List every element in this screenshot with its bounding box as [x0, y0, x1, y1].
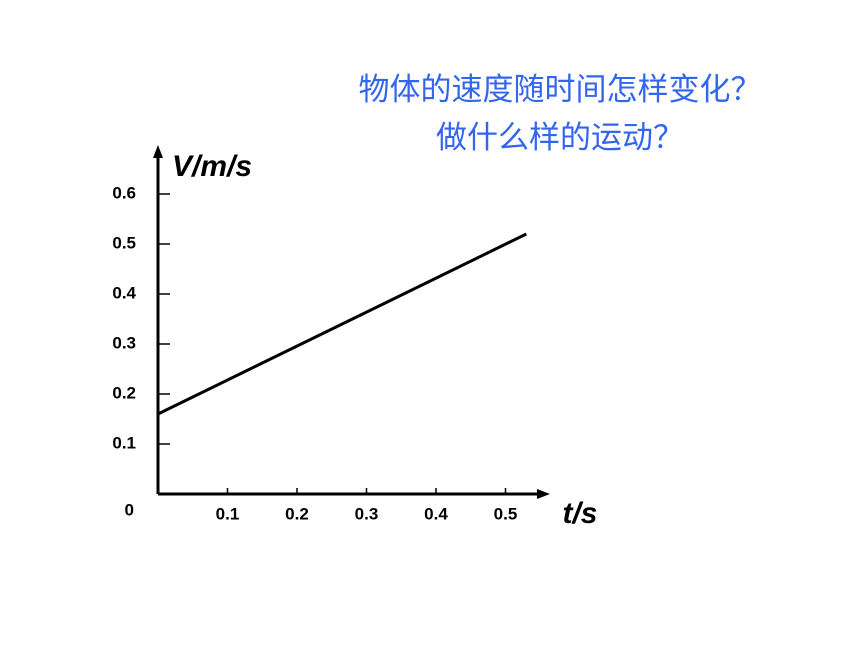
x-axis-label: t/s — [562, 497, 597, 530]
title-line: 物体的速度随时间怎样变化？ — [359, 72, 762, 108]
data-line — [157, 232, 528, 416]
x-tick-label: 0.1 — [216, 504, 240, 523]
y-arrow — [153, 145, 163, 158]
title-line: 做什么样的运动？ — [436, 120, 684, 156]
y-tick-label: 0.4 — [112, 283, 136, 302]
y-axis-label: V/m/s — [172, 150, 253, 183]
y-tick-label: 0.6 — [112, 183, 136, 202]
y-tick-label: 0.2 — [112, 383, 136, 402]
x-tick-label: 0.2 — [285, 504, 309, 523]
x-arrow — [537, 489, 550, 499]
x-tick-label: 0.5 — [494, 504, 518, 523]
origin-label: 0 — [125, 500, 134, 519]
y-tick-label: 0.5 — [112, 233, 136, 252]
x-tick-label: 0.4 — [424, 504, 448, 523]
y-tick-label: 0.3 — [112, 333, 136, 352]
y-tick-label: 0.1 — [112, 433, 136, 452]
x-tick-label: 0.3 — [355, 504, 379, 523]
